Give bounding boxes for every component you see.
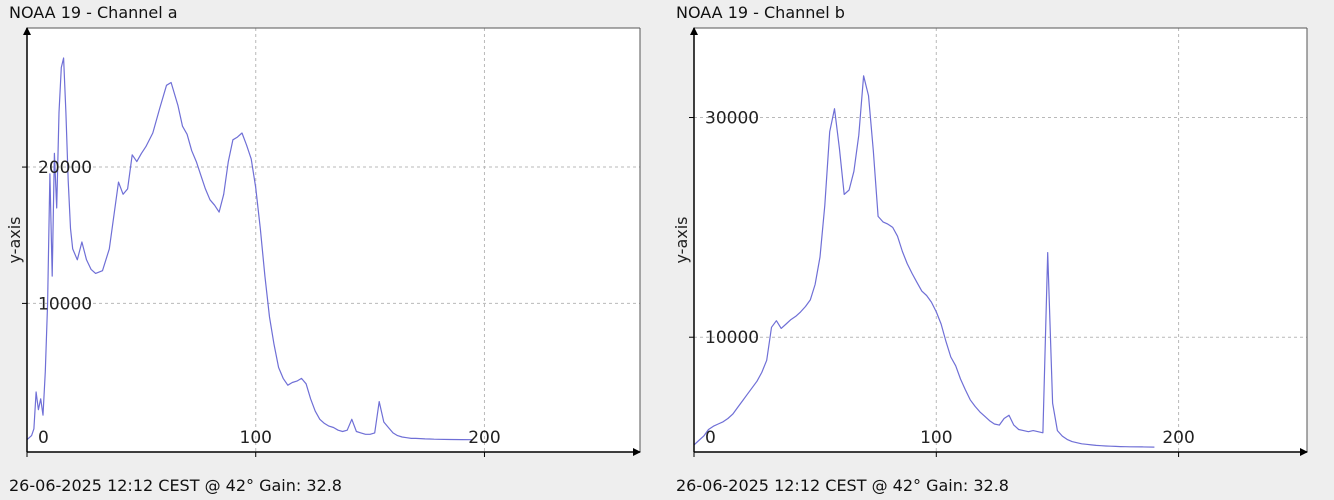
y-axis-label: y-axis — [5, 216, 24, 263]
x-tick-label: 100 — [920, 428, 952, 448]
chart-footer-timestamp: 26-06-2025 12:12 CEST @ 42° Gain: 32.8 — [676, 476, 1009, 495]
y-tick-label: 10000 — [38, 294, 92, 314]
chart-panel-a: NOAA 19 - Channel a 0 100 200 10000 20000 y-a… — [5, 3, 641, 495]
x-axis-arrow — [633, 448, 641, 456]
plot-area — [27, 28, 640, 452]
chart-title: NOAA 19 - Channel b — [676, 3, 845, 22]
x-tick-label: 100 — [240, 428, 272, 448]
y-axis-label: y-axis — [672, 216, 691, 263]
x-tick-label: 200 — [1162, 428, 1194, 448]
x-tick-label: 0 — [38, 428, 49, 448]
chart-panel-b: NOAA 19 - Channel b 0 100 200 10000 30000 y-a… — [667, 0, 1334, 500]
plot-area — [694, 28, 1307, 452]
y-tick-label: 10000 — [705, 328, 759, 348]
chart-a-plot: 0 100 200 10000 20000 y-axis — [5, 27, 641, 457]
x-tick-label: 200 — [468, 428, 500, 448]
chart-b-plot: 0 100 200 10000 30000 y-axis — [672, 27, 1308, 457]
chart-title: NOAA 19 - Channel a — [9, 3, 178, 22]
y-tick-label: 20000 — [38, 158, 92, 178]
y-axis-arrow — [690, 27, 698, 35]
y-axis-arrow — [23, 27, 31, 35]
y-tick-label: 30000 — [705, 109, 759, 129]
x-tick-label: 0 — [705, 428, 716, 448]
series-line — [26, 57, 474, 441]
series-line — [693, 75, 1155, 448]
chart-footer-timestamp: 26-06-2025 12:12 CEST @ 42° Gain: 32.8 — [9, 476, 342, 495]
x-axis-arrow — [1300, 448, 1308, 456]
